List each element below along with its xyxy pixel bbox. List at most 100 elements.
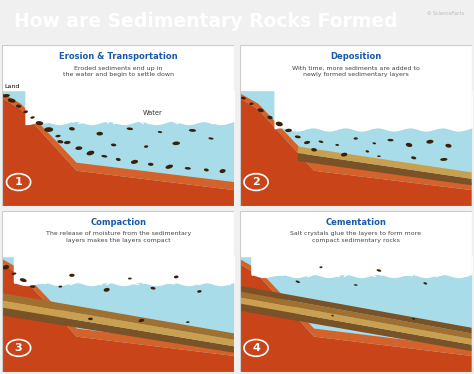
Ellipse shape <box>151 287 155 289</box>
Text: ⚙ ScienceFacts: ⚙ ScienceFacts <box>428 11 465 16</box>
Ellipse shape <box>319 141 323 143</box>
Polygon shape <box>298 147 472 179</box>
Ellipse shape <box>285 129 292 132</box>
Ellipse shape <box>189 129 196 132</box>
Text: Land: Land <box>5 84 20 89</box>
Ellipse shape <box>426 140 433 144</box>
Polygon shape <box>2 90 234 190</box>
Ellipse shape <box>185 167 191 170</box>
Ellipse shape <box>249 102 254 105</box>
Ellipse shape <box>406 143 412 147</box>
Polygon shape <box>2 256 234 372</box>
Ellipse shape <box>148 163 154 166</box>
Bar <box>240 45 472 90</box>
Polygon shape <box>240 90 472 190</box>
Circle shape <box>7 174 31 190</box>
Ellipse shape <box>2 265 9 269</box>
Ellipse shape <box>88 318 93 320</box>
Ellipse shape <box>30 116 35 119</box>
Ellipse shape <box>209 137 214 140</box>
Polygon shape <box>2 90 234 206</box>
Text: Cementation: Cementation <box>325 218 386 227</box>
Bar <box>2 45 234 90</box>
Text: 4: 4 <box>252 343 260 353</box>
Text: 2: 2 <box>252 177 260 187</box>
Ellipse shape <box>57 140 64 143</box>
Ellipse shape <box>173 141 180 145</box>
Bar <box>240 256 472 372</box>
Polygon shape <box>240 304 472 351</box>
Ellipse shape <box>116 158 121 161</box>
Ellipse shape <box>69 127 75 131</box>
Ellipse shape <box>241 97 246 99</box>
Ellipse shape <box>336 144 339 146</box>
Ellipse shape <box>144 145 148 148</box>
Ellipse shape <box>44 127 53 132</box>
Ellipse shape <box>2 94 10 97</box>
Bar <box>240 211 472 256</box>
Ellipse shape <box>58 286 62 288</box>
Ellipse shape <box>304 141 310 144</box>
Ellipse shape <box>111 144 116 146</box>
Polygon shape <box>240 256 472 372</box>
Ellipse shape <box>96 132 103 135</box>
Ellipse shape <box>30 285 35 288</box>
Ellipse shape <box>319 266 322 268</box>
Bar <box>2 211 234 256</box>
Ellipse shape <box>20 278 27 282</box>
Ellipse shape <box>127 128 133 130</box>
Ellipse shape <box>219 169 226 173</box>
Ellipse shape <box>23 110 28 113</box>
Ellipse shape <box>75 146 82 150</box>
Ellipse shape <box>101 155 107 157</box>
Ellipse shape <box>311 148 317 151</box>
Ellipse shape <box>87 151 94 155</box>
Ellipse shape <box>104 288 109 292</box>
Circle shape <box>7 340 31 356</box>
Ellipse shape <box>165 165 173 169</box>
Ellipse shape <box>276 122 283 126</box>
Text: Water: Water <box>143 110 163 116</box>
Ellipse shape <box>8 98 16 103</box>
Circle shape <box>244 174 268 190</box>
Ellipse shape <box>446 144 452 148</box>
Ellipse shape <box>295 135 301 138</box>
Polygon shape <box>2 300 234 346</box>
Polygon shape <box>2 256 234 356</box>
Text: 1: 1 <box>15 177 22 187</box>
Bar <box>240 90 472 206</box>
Polygon shape <box>240 291 472 339</box>
Text: The release of moisture from the sedimentary
layers makes the layers compact: The release of moisture from the sedimen… <box>46 232 191 243</box>
Ellipse shape <box>138 319 144 322</box>
Ellipse shape <box>174 276 179 278</box>
Ellipse shape <box>387 139 393 141</box>
Ellipse shape <box>377 155 381 157</box>
Ellipse shape <box>131 160 138 164</box>
Ellipse shape <box>296 280 300 283</box>
Polygon shape <box>298 153 472 185</box>
Ellipse shape <box>354 284 358 286</box>
Ellipse shape <box>440 158 447 161</box>
Ellipse shape <box>55 135 61 137</box>
Text: Compaction: Compaction <box>90 218 146 227</box>
Ellipse shape <box>11 273 16 275</box>
Ellipse shape <box>267 116 273 119</box>
Text: With time, more sediments are added to
newly formed sedimentary layers: With time, more sediments are added to n… <box>292 65 419 77</box>
Ellipse shape <box>341 153 347 157</box>
Polygon shape <box>240 256 472 356</box>
Text: How are Sedimentary Rocks Formed: How are Sedimentary Rocks Formed <box>14 12 398 31</box>
Polygon shape <box>2 293 234 340</box>
Ellipse shape <box>128 278 132 279</box>
Ellipse shape <box>158 131 162 133</box>
Bar <box>2 256 234 372</box>
Ellipse shape <box>412 318 415 320</box>
Polygon shape <box>240 297 472 345</box>
Polygon shape <box>2 307 234 353</box>
Text: 3: 3 <box>15 343 22 353</box>
Ellipse shape <box>64 141 71 144</box>
Ellipse shape <box>354 137 358 140</box>
Ellipse shape <box>423 282 427 285</box>
Bar <box>2 90 234 206</box>
Text: Erosion & Transportation: Erosion & Transportation <box>59 52 178 61</box>
Circle shape <box>244 340 268 356</box>
